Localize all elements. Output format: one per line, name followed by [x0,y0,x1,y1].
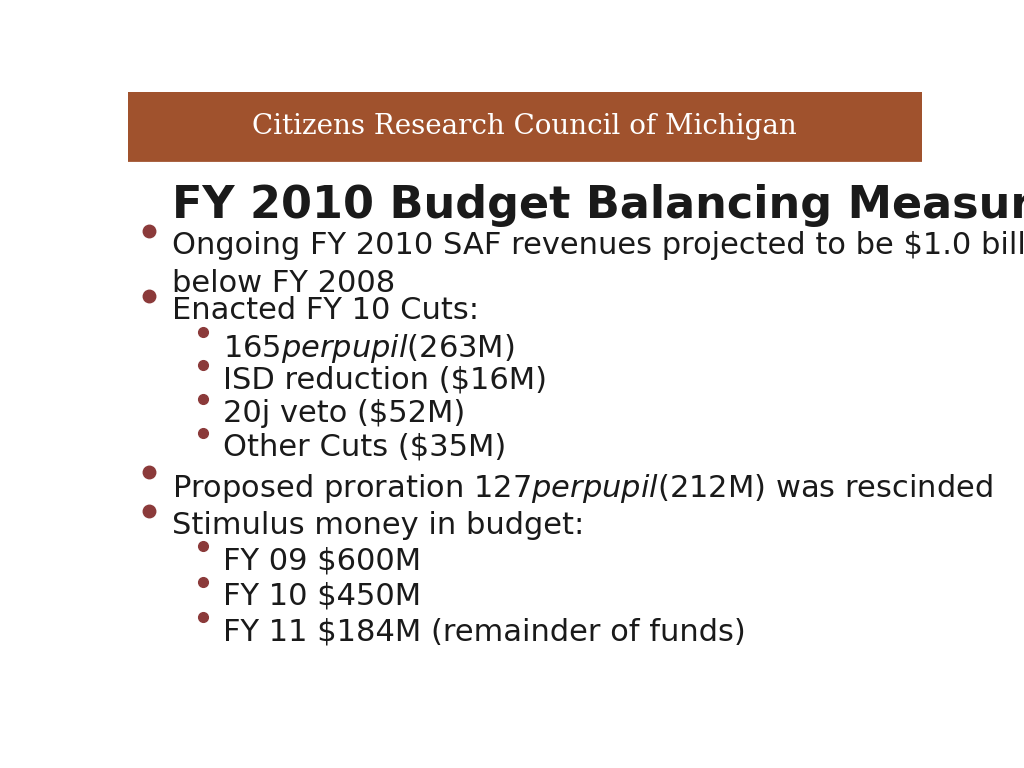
Text: FY 09 $600M: FY 09 $600M [223,546,421,575]
Text: Other Cuts ($35M): Other Cuts ($35M) [223,433,507,462]
Text: FY 11 $184M (remainder of funds): FY 11 $184M (remainder of funds) [223,617,745,647]
Text: $165 per pupil ($263M): $165 per pupil ($263M) [223,332,515,365]
Text: Ongoing FY 2010 SAF revenues projected to be $1.0 billion
below FY 2008: Ongoing FY 2010 SAF revenues projected t… [172,231,1024,298]
Text: FY 2010 Budget Balancing Measures: FY 2010 Budget Balancing Measures [172,184,1024,227]
Text: Stimulus money in budget:: Stimulus money in budget: [172,511,584,540]
Text: 20j veto ($52M): 20j veto ($52M) [223,399,466,428]
Text: Proposed proration $127 per pupil ($212M) was rescinded: Proposed proration $127 per pupil ($212M… [172,472,992,505]
Text: FY 10 $450M: FY 10 $450M [223,582,421,611]
Text: Citizens Research Council of Michigan: Citizens Research Council of Michigan [253,113,797,140]
FancyBboxPatch shape [128,92,922,161]
Text: ISD reduction ($16M): ISD reduction ($16M) [223,366,547,395]
Text: Enacted FY 10 Cuts:: Enacted FY 10 Cuts: [172,296,478,325]
